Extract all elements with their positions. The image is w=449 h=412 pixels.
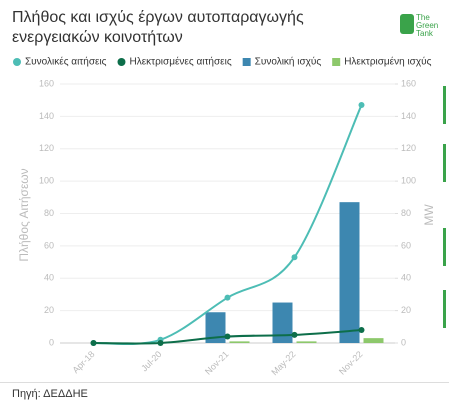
- bar: [205, 312, 226, 343]
- y2-tick-label: 140: [401, 111, 416, 121]
- y-tick-label: 40: [44, 273, 54, 283]
- bar: [339, 202, 360, 343]
- y2-axis-label: MW: [422, 204, 436, 226]
- y2-tick-label: 100: [401, 176, 416, 186]
- decor: [443, 290, 446, 328]
- y-axis-label: Πλήθος Αιτήσεων: [17, 168, 31, 261]
- y2-tick-label: 20: [401, 305, 411, 315]
- y-tick-label: 100: [39, 176, 54, 186]
- point: [291, 254, 298, 261]
- legend-label: Συνολικές αιτήσεις: [25, 56, 107, 68]
- y-tick-label: 120: [39, 143, 54, 153]
- bar: [363, 338, 384, 343]
- point: [90, 340, 97, 346]
- y-tick-label: 20: [44, 305, 54, 315]
- legend-marker: [242, 58, 251, 66]
- line: [93, 104, 363, 346]
- legend-label: Συνολική ισχύς: [255, 56, 322, 68]
- y-tick-label: 0: [49, 337, 54, 347]
- logo: The Green Tank: [416, 13, 439, 38]
- legend-label: Ηλεκτρισμένες αιτήσεις: [129, 56, 231, 68]
- point: [358, 102, 365, 109]
- y-tick-label: 140: [39, 111, 54, 121]
- point: [157, 340, 164, 346]
- legend-marker: [332, 58, 341, 66]
- source: Πηγή: ΔΕΔΔΗΕ: [12, 388, 88, 400]
- y2-tick-label: 40: [401, 273, 411, 283]
- y2-tick-label: 160: [401, 78, 416, 88]
- x-tick-label: Nov-22: [337, 349, 365, 377]
- decor: [443, 144, 446, 182]
- point: [224, 294, 231, 301]
- y2-tick-label: 60: [401, 240, 411, 250]
- bar: [272, 302, 293, 343]
- y2-tick-label: 120: [401, 143, 416, 153]
- separator: [0, 382, 449, 383]
- x-tick-label: May-22: [269, 349, 297, 377]
- legend-marker: [117, 58, 126, 66]
- x-tick-label: Jul-20: [139, 349, 163, 373]
- y-tick-label: 60: [44, 240, 54, 250]
- point: [358, 327, 365, 334]
- y2-tick-label: 80: [401, 208, 411, 218]
- logo-icon: [400, 14, 414, 34]
- x-tick-label: Apr-18: [70, 349, 96, 375]
- bar: [229, 341, 250, 343]
- legend-marker: [13, 58, 21, 66]
- y2-tick-label: 0: [401, 337, 406, 347]
- legend-label: Ηλεκτρισμένη ισχύς: [344, 56, 431, 68]
- point: [224, 333, 231, 340]
- decor: [443, 228, 446, 266]
- y-tick-label: 160: [39, 78, 54, 88]
- point: [291, 331, 298, 338]
- bar: [296, 341, 317, 343]
- decor: [443, 86, 446, 124]
- chart: 0 20 40 60 80 100 120 140 160 0 20 40 60 80 100 120 140 1…: [13, 56, 446, 377]
- chart-title: Πλήθος και ισχύς έργων αυτοπαραγωγής ενε…: [12, 9, 304, 46]
- y-tick-label: 80: [44, 208, 54, 218]
- x-tick-label: Nov-21: [203, 349, 231, 377]
